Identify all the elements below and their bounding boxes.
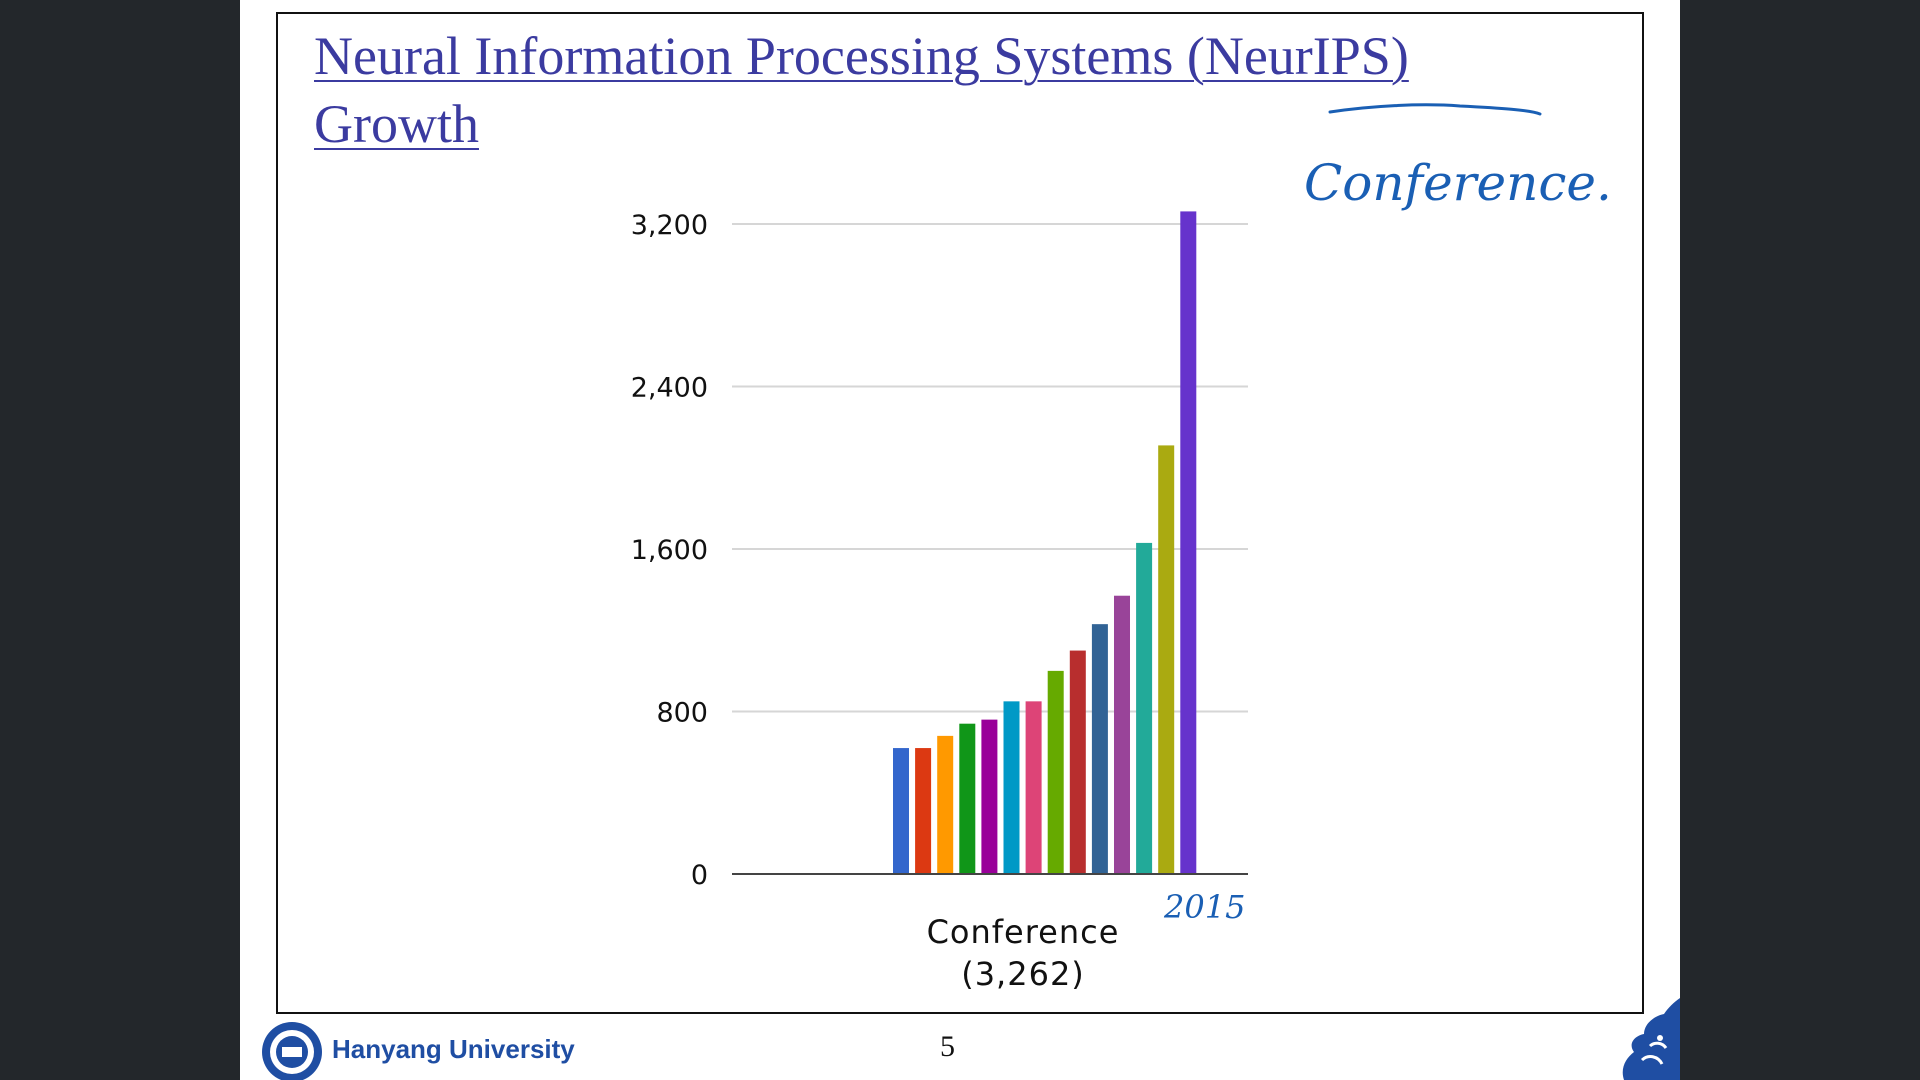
slide: Neural Information Processing Systems (N… (240, 0, 1680, 1080)
slide-title-line2: Growth (314, 94, 479, 154)
slide-frame (276, 12, 1644, 1014)
slide-title-line1: Neural Information Processing Systems (N… (314, 26, 1409, 86)
bar (981, 719, 998, 874)
bar (1136, 542, 1153, 874)
bar (959, 723, 976, 874)
bars (893, 211, 1197, 874)
page-number: 5 (940, 1030, 955, 1063)
lion-mascot-icon (1622, 998, 1680, 1080)
handwritten-underline (1328, 103, 1542, 116)
bar (1003, 701, 1020, 874)
bar (1047, 670, 1064, 874)
bar (1025, 701, 1042, 874)
footer-university: Hanyang University (332, 1034, 575, 1064)
y-tick-label: 3,200 (631, 210, 708, 241)
bar (1091, 624, 1108, 874)
bar-chart: 0 800 1,600 2,400 3,200 Conference (3,262) C… (631, 103, 1612, 993)
y-axis-ticks: 0 800 1,600 2,400 3,200 (631, 210, 708, 891)
bar (1158, 445, 1175, 874)
bar (1114, 595, 1130, 874)
category-label-line1: Conference (927, 913, 1120, 951)
slide-title: Neural Information Processing Systems (N… (314, 22, 1614, 158)
bar (1069, 650, 1086, 874)
handwritten-note: Conference. (1304, 154, 1612, 212)
y-tick-label: 2,400 (631, 373, 708, 404)
bar (893, 748, 909, 874)
university-seal-icon (262, 1022, 322, 1080)
y-tick-label: 1,600 (631, 535, 708, 566)
bar (915, 748, 932, 874)
bar (1180, 211, 1197, 874)
category-label-line2: (3,262) (961, 955, 1085, 993)
y-tick-label: 0 (691, 860, 708, 891)
y-tick-label: 800 (656, 698, 708, 729)
handwritten-year: 2015 (1163, 888, 1245, 926)
bar (937, 735, 954, 874)
